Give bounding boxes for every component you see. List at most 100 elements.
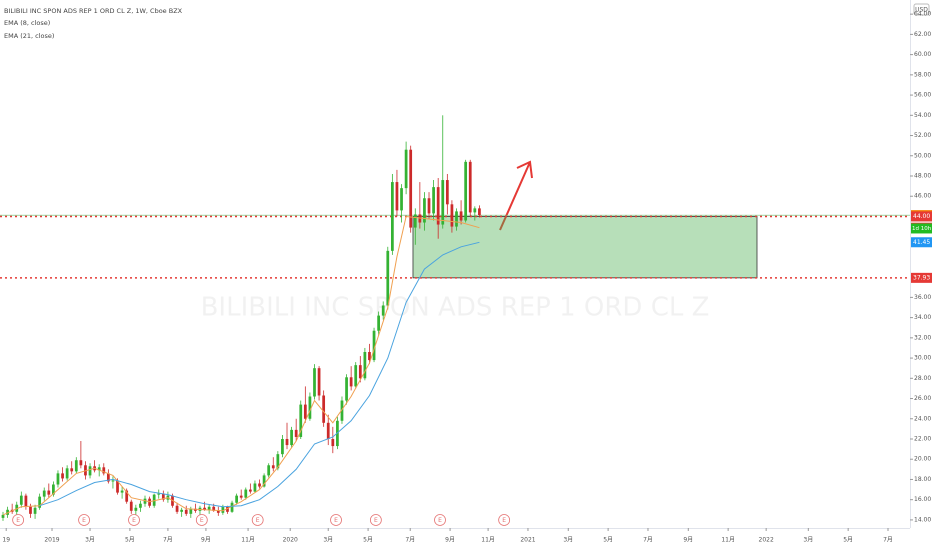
earnings-marker <box>251 514 264 526</box>
x-tick-label: 9月 <box>683 537 693 544</box>
y-tick-label: 28.00 <box>914 375 931 382</box>
y-tick-label: 56.00 <box>914 92 931 99</box>
x-tick-label: 7月 <box>405 537 415 544</box>
candle-body <box>468 161 472 213</box>
candle-body <box>111 480 115 482</box>
candle-body <box>120 490 124 493</box>
legend-entry: EMA (21, close) <box>4 32 54 40</box>
candle-body <box>340 400 344 421</box>
earnings-marker <box>78 514 90 526</box>
candle-body <box>88 466 92 476</box>
x-tick-label: 5月 <box>363 537 373 544</box>
candle-body <box>381 305 385 316</box>
candle-body <box>404 149 408 189</box>
candle-body <box>326 422 330 439</box>
candle-body <box>423 198 426 223</box>
candle-body <box>372 330 376 361</box>
x-tick-label: 7月 <box>643 537 653 544</box>
candle-body <box>38 496 42 508</box>
candle-body <box>79 460 83 466</box>
candle-body <box>450 204 454 227</box>
candle-body <box>134 507 138 511</box>
candle-body <box>125 490 129 502</box>
x-tick-label: 11月 <box>721 537 735 544</box>
candle-body <box>441 180 445 225</box>
price-label: 41.45 <box>913 239 930 246</box>
x-tick-label: 5月 <box>603 537 613 544</box>
x-tick-label: 3月 <box>85 537 95 544</box>
candle-body <box>262 475 266 487</box>
candle-body <box>455 211 458 227</box>
y-tick-label: 22.00 <box>914 435 931 442</box>
candle-body <box>459 211 463 221</box>
x-tick-label: 2022 <box>759 537 774 544</box>
candle-body <box>61 473 64 479</box>
x-tick-label: 3月 <box>563 537 573 544</box>
candle-body <box>473 208 477 213</box>
candle-body <box>1 514 5 518</box>
candle-body <box>386 250 390 306</box>
earnings-marker <box>434 514 446 526</box>
candle-body <box>267 465 271 476</box>
x-tick-label: 2020 <box>283 537 298 544</box>
candle-body <box>139 503 142 508</box>
candle-body <box>308 396 312 419</box>
y-tick-label: 58.00 <box>914 71 931 78</box>
x-tick-label: 9月 <box>445 537 455 544</box>
candle-body <box>303 404 307 419</box>
candle-body <box>74 460 78 472</box>
candle-body <box>102 467 106 474</box>
earnings-marker <box>195 514 208 526</box>
earnings-label: E <box>438 517 442 524</box>
earnings-label: E <box>502 517 506 524</box>
y-tick-label: 20.00 <box>914 456 931 463</box>
candle-body <box>152 494 156 506</box>
candle-body <box>42 490 46 497</box>
candle-body <box>400 188 403 211</box>
x-tick-label: 2021 <box>520 537 535 544</box>
price-label: 37.93 <box>913 274 930 281</box>
candle-body <box>230 502 234 512</box>
candle-body <box>129 501 133 511</box>
candle-body <box>317 368 321 396</box>
candle-body <box>212 506 216 511</box>
y-tick-label: 50.00 <box>914 152 931 159</box>
candle-body <box>322 395 326 423</box>
x-tick-label: 3月 <box>803 537 813 544</box>
candle-body <box>294 429 298 437</box>
candle-body <box>432 187 435 214</box>
countdown: 1d 10h <box>912 226 932 232</box>
currency-box[interactable] <box>913 3 930 16</box>
candle-body <box>235 495 238 503</box>
candle-body <box>395 182 399 211</box>
candle-body <box>363 352 367 379</box>
price-label-box <box>911 211 932 222</box>
candle-body <box>29 506 32 514</box>
candle-body <box>464 161 468 221</box>
y-tick-label: 64.00 <box>914 11 931 18</box>
x-tick-label: 7月 <box>163 537 173 544</box>
candle-body <box>161 493 165 500</box>
candle-body <box>52 484 55 495</box>
candle-body <box>180 509 184 512</box>
candle-body <box>207 506 211 510</box>
y-tick-label: 18.00 <box>914 476 931 483</box>
y-tick-label: 36.00 <box>914 294 931 301</box>
candle-body <box>285 438 289 446</box>
candle-body <box>106 473 110 482</box>
legend-entry: EMA (8, close) <box>4 19 50 27</box>
earnings-marker <box>330 514 342 526</box>
candle-body <box>157 493 161 495</box>
candle-body <box>299 404 303 437</box>
earnings-label: E <box>132 517 136 524</box>
y-tick-label: 26.00 <box>914 395 931 402</box>
y-tick-label: 62.00 <box>914 31 931 38</box>
x-tick-label: 2019 <box>44 537 59 544</box>
candle-body <box>226 506 229 512</box>
candle-body <box>281 438 284 455</box>
candle-body <box>47 490 51 495</box>
candle-body <box>409 149 413 228</box>
y-tick-label: 16.00 <box>914 496 931 503</box>
